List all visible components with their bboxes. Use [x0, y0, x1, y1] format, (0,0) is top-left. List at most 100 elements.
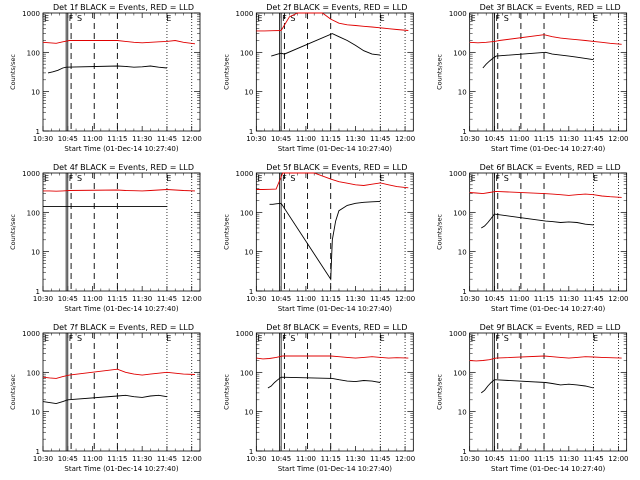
plot-frame	[42, 172, 201, 292]
x-tick-label: 11:00	[296, 135, 316, 143]
x-tick-label: 11:30	[559, 295, 579, 303]
x-tick-label: 11:45	[584, 135, 604, 143]
y-tick-label: 1000	[236, 10, 254, 18]
y-tick-label: 1000	[236, 170, 254, 178]
y-tick-label: 100	[240, 369, 253, 377]
event-marker: E	[593, 14, 598, 23]
x-tick-label: 10:30	[246, 455, 266, 463]
x-tick-label: 10:30	[33, 295, 53, 303]
x-tick-label: 11:15	[107, 135, 127, 143]
event-marker: S	[290, 174, 295, 183]
x-tick-label: 10:45	[484, 295, 504, 303]
events-series-line	[482, 51, 594, 69]
x-tick-label: 12:00	[608, 135, 628, 143]
x-tick-label: 11:15	[534, 135, 554, 143]
events-series-line	[271, 33, 381, 57]
event-marker: E	[166, 334, 171, 343]
x-tick-label: 11:00	[82, 295, 102, 303]
x-tick-label: 11:30	[132, 135, 152, 143]
y-tick-label: 1000	[449, 330, 467, 338]
x-tick-label: 11:30	[559, 135, 579, 143]
event-marker: E	[471, 174, 476, 183]
event-marker: S	[504, 334, 509, 343]
y-tick-label: 1	[462, 288, 466, 296]
x-tick-label: 11:15	[321, 455, 341, 463]
event-marker: S	[77, 334, 82, 343]
x-tick-label: 11:15	[534, 455, 554, 463]
plot-frame	[469, 172, 628, 292]
chart-title: Det 5f BLACK = Events, RED = LLD	[266, 163, 407, 172]
y-axis-label: Counts/sec	[222, 374, 230, 410]
chart-title: Det 4f BLACK = Events, RED = LLD	[53, 163, 194, 172]
y-tick-label: 1000	[22, 10, 40, 18]
y-tick-label: 100	[240, 49, 253, 57]
lld-series-line	[469, 34, 622, 45]
x-tick-label: 12:00	[182, 135, 202, 143]
y-tick-label: 1000	[22, 170, 40, 178]
chart-title: Det 1f BLACK = Events, RED = LLD	[53, 3, 194, 12]
x-tick-label: 11:15	[107, 295, 127, 303]
chart-panel-6: Det 6f BLACK = Events, RED = LLD 1 10 100 10…	[436, 163, 629, 313]
chart-panel-5: Det 5f BLACK = Events, RED = LLD 1 10 100 10…	[222, 163, 415, 313]
event-marker: E	[166, 174, 171, 183]
y-tick-label: 1	[462, 128, 466, 136]
chart-panel-8: Det 8f BLACK = Events, RED = LLD 1 10 100 10…	[222, 323, 415, 473]
plot-frame	[255, 12, 414, 132]
y-tick-label: 1	[462, 448, 466, 456]
lld-series-line	[469, 190, 622, 198]
event-marker: E	[380, 174, 385, 183]
x-tick-label: 12:00	[182, 455, 202, 463]
x-tick-label: 11:15	[107, 455, 127, 463]
event-marker: F	[69, 14, 74, 23]
event-marker: E	[44, 174, 49, 183]
event-marker: F	[69, 334, 74, 343]
y-tick-label: 1000	[236, 330, 254, 338]
events-series-line	[47, 65, 167, 74]
event-marker: S	[504, 174, 509, 183]
events-series-line	[480, 379, 594, 394]
chart-panel-2: Det 2f BLACK = Events, RED = LLD 1 10 100 10…	[222, 3, 415, 153]
y-tick-label: 10	[244, 249, 253, 257]
x-tick-label: 11:00	[296, 455, 316, 463]
y-tick-label: 100	[453, 369, 466, 377]
x-axis-label: Start Time (01-Dec-14 10:27:40)	[278, 145, 392, 153]
y-tick-label: 1	[36, 448, 40, 456]
x-tick-label: 10:45	[484, 135, 504, 143]
event-marker: E	[257, 174, 262, 183]
x-tick-label: 12:00	[395, 455, 415, 463]
x-tick-label: 11:00	[82, 455, 102, 463]
event-marker: E	[471, 14, 476, 23]
y-tick-label: 10	[244, 89, 253, 97]
y-tick-label: 1000	[449, 170, 467, 178]
y-tick-label: 10	[458, 409, 467, 417]
x-axis-label: Start Time (01-Dec-14 10:27:40)	[64, 305, 178, 313]
events-series-line	[481, 213, 594, 229]
chart-title: Det 3f BLACK = Events, RED = LLD	[480, 3, 621, 12]
event-marker: E	[257, 14, 262, 23]
chart-panel-9: Det 9f BLACK = Events, RED = LLD 1 10 100 10…	[436, 323, 629, 473]
x-tick-label: 10:30	[33, 135, 53, 143]
y-axis-label: Counts/sec	[9, 54, 17, 90]
x-tick-label: 10:30	[460, 295, 480, 303]
x-axis-label: Start Time (01-Dec-14 10:27:40)	[64, 465, 178, 473]
event-marker: F	[282, 174, 287, 183]
event-marker: F	[282, 14, 287, 23]
x-tick-label: 10:30	[33, 455, 53, 463]
event-marker: E	[380, 14, 385, 23]
events-series-line	[42, 394, 167, 405]
lld-series-line	[256, 172, 409, 190]
x-tick-label: 10:45	[271, 295, 291, 303]
y-tick-label: 1	[249, 448, 253, 456]
x-tick-label: 11:45	[370, 135, 390, 143]
event-marker: E	[257, 334, 262, 343]
x-tick-label: 11:45	[370, 295, 390, 303]
event-marker: S	[504, 14, 509, 23]
y-tick-label: 10	[458, 249, 467, 257]
event-marker: E	[166, 14, 171, 23]
y-tick-label: 100	[240, 209, 253, 217]
y-tick-label: 1	[249, 128, 253, 136]
y-axis-label: Counts/sec	[9, 374, 17, 410]
x-tick-label: 10:45	[271, 455, 291, 463]
event-marker: S	[290, 334, 295, 343]
